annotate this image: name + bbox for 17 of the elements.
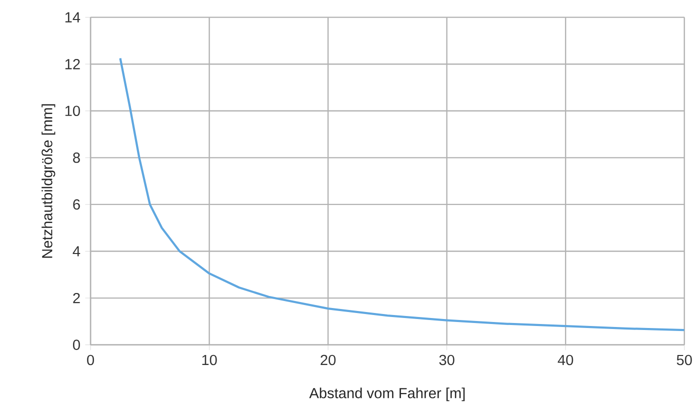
x-axis-title: Abstand vom Fahrer [m] [309,387,465,401]
x-tick-label: 30 [439,354,454,365]
y-tick-label: 2 [73,292,80,303]
y-tick-label: 8 [73,152,80,163]
y-tick-label: 0 [73,339,80,350]
y-tick-label: 12 [65,58,80,69]
x-tick-label: 40 [558,354,574,365]
line-series [119,57,684,331]
x-tick-label: 10 [202,354,217,365]
x-tick-label: 50 [676,354,692,365]
y-axis-title: Netzhautbildgröße [mm] [42,104,56,258]
x-tick-label: 0 [87,354,94,365]
x-tick-label: 20 [320,354,336,365]
y-tick-label: 10 [65,106,80,116]
y-tick-label: 4 [72,246,80,256]
y-tick-label: 6 [73,199,80,210]
y-tick-label: 14 [65,12,80,22]
